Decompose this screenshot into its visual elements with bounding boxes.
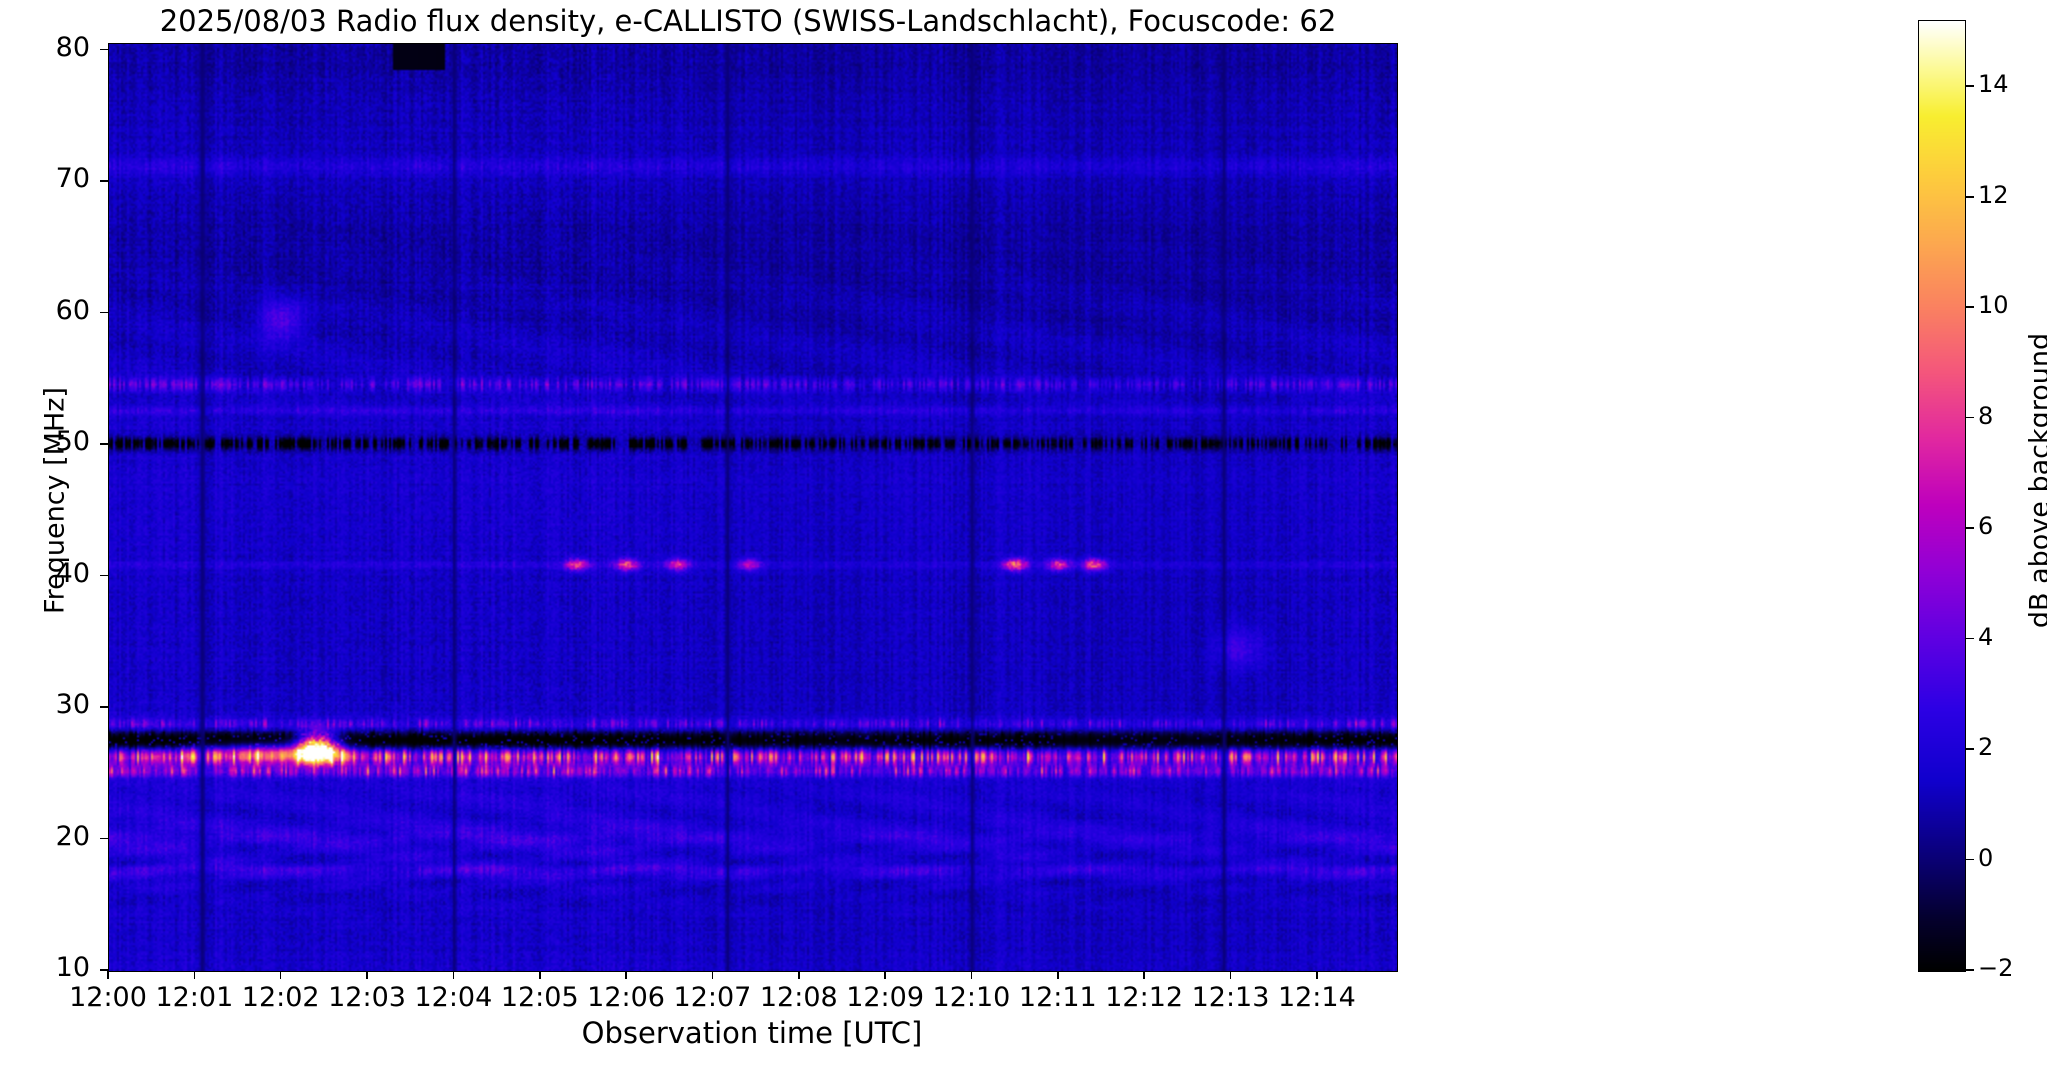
x-axis-label: Observation time [UTC] <box>581 1016 923 1050</box>
x-tick-mark <box>797 971 800 979</box>
y-tick-label: 10 <box>55 952 90 983</box>
colorbar-tick-label: 8 <box>1978 401 1994 430</box>
spectrogram-image <box>109 44 1397 971</box>
colorbar-tick-mark <box>1966 85 1974 88</box>
x-tick-mark <box>625 971 627 979</box>
x-tick-mark <box>1143 971 1145 979</box>
colorbar-tick-label: 0 <box>1978 843 1994 872</box>
x-tick-mark <box>193 971 196 979</box>
y-tick-mark <box>100 837 108 840</box>
colorbar-tick-label: 10 <box>1978 291 2009 320</box>
y-tick-mark <box>100 180 108 182</box>
y-tick-label: 80 <box>55 31 90 63</box>
colorbar-tick-label: 4 <box>1978 622 1994 651</box>
x-tick-mark <box>366 971 368 979</box>
y-tick-label: 50 <box>55 426 90 458</box>
y-tick-mark <box>100 48 108 51</box>
x-tick-label: 12:09 <box>846 982 925 1013</box>
x-tick-label: 12:03 <box>328 982 406 1013</box>
colorbar[interactable] <box>1918 20 1966 972</box>
y-tick-mark <box>100 969 108 971</box>
x-tick-mark <box>970 971 973 979</box>
x-tick-mark <box>1229 971 1232 979</box>
y-tick-mark <box>100 443 108 445</box>
x-tick-label: 12:06 <box>587 982 665 1013</box>
x-tick-label: 12:01 <box>155 982 234 1013</box>
page-title: 2025/08/03 Radio flux density, e-CALLIST… <box>159 4 1337 38</box>
x-tick-mark <box>884 971 886 979</box>
x-tick-label: 12:00 <box>69 982 147 1013</box>
y-tick-mark <box>100 574 108 577</box>
x-tick-mark <box>107 971 109 979</box>
colorbar-tick-label: 2 <box>1978 733 1994 762</box>
x-tick-label: 12:02 <box>241 982 320 1013</box>
y-tick-mark <box>100 311 108 314</box>
y-tick-label: 60 <box>55 294 90 326</box>
colorbar-tick-label: 12 <box>1978 180 2009 209</box>
colorbar-tick-mark <box>1966 748 1974 750</box>
colorbar-tick-mark <box>1966 306 1974 308</box>
y-tick-label: 20 <box>55 820 90 852</box>
x-tick-label: 12:12 <box>1105 982 1184 1013</box>
colorbar-tick-label: 6 <box>1978 512 1994 541</box>
x-tick-label: 12:07 <box>673 982 752 1013</box>
y-tick-label: 70 <box>55 163 90 195</box>
y-axis-label: Frequency [MHz] <box>39 387 71 614</box>
colorbar-tick-mark <box>1966 195 1974 198</box>
y-tick-label: 40 <box>55 557 90 589</box>
colorbar-tick-mark <box>1966 637 1974 640</box>
x-tick-label: 12:08 <box>759 982 838 1013</box>
x-tick-label: 12:14 <box>1277 982 1356 1013</box>
colorbar-tick-label: 14 <box>1978 70 2009 99</box>
colorbar-label: dB above background <box>2024 332 2047 629</box>
x-tick-mark <box>1316 971 1318 979</box>
x-tick-mark <box>452 971 455 979</box>
colorbar-gradient <box>1919 21 1965 971</box>
colorbar-tick-mark <box>1966 858 1974 861</box>
x-tick-mark <box>711 971 714 979</box>
y-tick-label: 30 <box>55 689 90 721</box>
x-tick-mark <box>1057 971 1059 979</box>
x-tick-label: 12:05 <box>500 982 579 1013</box>
y-tick-mark <box>100 706 108 708</box>
colorbar-tick-mark <box>1966 969 1974 971</box>
spectrogram-axes[interactable] <box>108 43 1398 972</box>
x-tick-label: 12:13 <box>1191 982 1270 1013</box>
colorbar-tick-mark <box>1966 527 1974 529</box>
colorbar-tick-label: −2 <box>1978 954 2014 982</box>
x-tick-label: 12:11 <box>1018 982 1097 1013</box>
x-tick-mark <box>279 971 282 979</box>
x-tick-label: 12:04 <box>414 982 493 1013</box>
x-tick-label: 12:10 <box>932 982 1011 1013</box>
colorbar-tick-mark <box>1966 416 1974 419</box>
x-tick-mark <box>538 971 541 979</box>
